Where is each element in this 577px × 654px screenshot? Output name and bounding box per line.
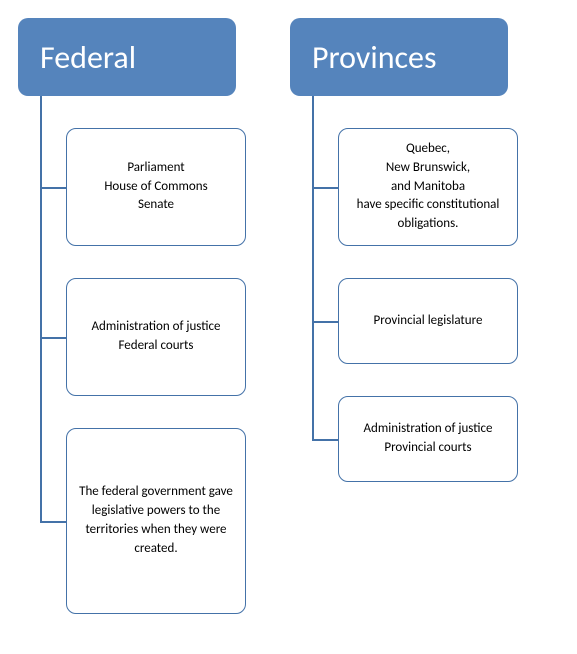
provinces-constitutional-line: New Brunswick, bbox=[386, 159, 470, 178]
federal-territories-line: The federal government gave legislative … bbox=[79, 483, 233, 558]
provinces-constitutional-line: Quebec, bbox=[406, 140, 450, 159]
provinces-constitutional-line: and Manitoba bbox=[391, 178, 465, 197]
federal-justice-branch bbox=[40, 337, 66, 339]
provinces-justice-line: Administration of justice bbox=[364, 420, 493, 439]
federal-parliament-box: ParliamentHouse of CommonsSenate bbox=[66, 128, 246, 246]
provinces-legislature-line: Provincial legislature bbox=[374, 312, 483, 331]
provinces-justice-line: Provincial courts bbox=[384, 439, 471, 458]
federal-header: Federal bbox=[18, 18, 236, 96]
provinces-trunk bbox=[312, 96, 314, 439]
federal-justice-line: Federal courts bbox=[118, 337, 193, 356]
federal-parliament-line: Senate bbox=[138, 196, 174, 215]
provinces-constitutional-line: have specific constitutional obligations… bbox=[351, 196, 505, 234]
federal-parliament-line: Parliament bbox=[127, 159, 184, 178]
provinces-justice-box: Administration of justiceProvincial cour… bbox=[338, 396, 518, 482]
federal-territories-box: The federal government gave legislative … bbox=[66, 428, 246, 614]
provinces-justice-branch bbox=[312, 439, 338, 441]
federal-justice-line: Administration of justice bbox=[92, 318, 221, 337]
provinces-legislature-branch bbox=[312, 321, 338, 323]
provinces-legislature-box: Provincial legislature bbox=[338, 278, 518, 364]
provinces-constitutional-box: Quebec,New Brunswick,and Manitobahave sp… bbox=[338, 128, 518, 246]
provinces-constitutional-branch bbox=[312, 187, 338, 189]
federal-parliament-line: House of Commons bbox=[104, 178, 207, 197]
provinces-header: Provinces bbox=[290, 18, 508, 96]
federal-justice-box: Administration of justiceFederal courts bbox=[66, 278, 246, 396]
federal-territories-branch bbox=[40, 521, 66, 523]
federal-parliament-branch bbox=[40, 187, 66, 189]
federal-trunk bbox=[40, 96, 42, 521]
